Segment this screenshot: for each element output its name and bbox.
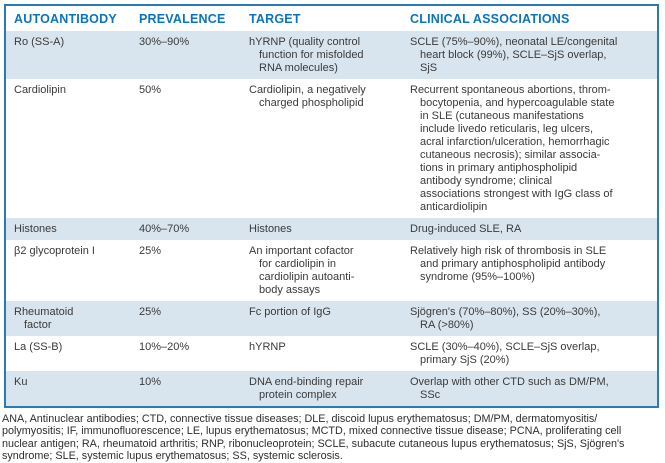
cell-autoantibody: Histones bbox=[14, 223, 57, 235]
cell-autoantibody: Ku bbox=[14, 376, 28, 388]
cell-clinical-associations: Drug-induced SLE, RA bbox=[410, 223, 522, 235]
table-row-la-ss-b: La (SS-B) 10%–20% hYRNP SCLE (30%–40%), … bbox=[6, 336, 657, 371]
cell-target: An important cofactor for cardiolipin in… bbox=[249, 245, 355, 296]
cell-clinical-associations: SCLE (75%–90%), neonatal LE/congenital h… bbox=[410, 36, 618, 74]
cell-autoantibody: Cardiolipin bbox=[14, 84, 66, 96]
cell-autoantibody: Rheumatoid factor bbox=[14, 306, 74, 331]
cell-prevalence: 50% bbox=[139, 84, 162, 96]
cell-clinical-associations: Sjögren's (70%–80%), SS (20%–30%), RA (>… bbox=[410, 306, 601, 331]
cell-clinical-associations: Relatively high risk of thrombosis in SL… bbox=[410, 245, 607, 283]
cell-prevalence: 10%–20% bbox=[139, 341, 190, 353]
cell-autoantibody: La (SS-B) bbox=[14, 341, 63, 353]
cell-prevalence: 10% bbox=[139, 376, 162, 388]
cell-target: hYRNP bbox=[249, 341, 286, 353]
cell-prevalence: 30%–90% bbox=[139, 36, 190, 48]
cell-target: Cardiolipin, a negatively charged phosph… bbox=[249, 84, 366, 109]
table-row-ku: Ku 10% DNA end-binding repair protein co… bbox=[6, 371, 657, 406]
table-row-cardiolipin: Cardiolipin 50% Cardiolipin, a negativel… bbox=[6, 79, 657, 218]
cell-target: hYRNP (quality control function for misf… bbox=[249, 36, 364, 74]
table-row-histones: Histones 40%–70% Histones Drug-induced S… bbox=[6, 218, 657, 240]
cell-prevalence: 40%–70% bbox=[139, 223, 190, 235]
header-cell-target: TARGET bbox=[249, 12, 301, 26]
cell-prevalence: 25% bbox=[139, 306, 162, 318]
table-row-rheumatoid-factor: Rheumatoid factor 25% Fc portion of IgG … bbox=[6, 301, 657, 336]
cell-clinical-associations: Overlap with other CTD such as DM/PM, SS… bbox=[410, 376, 609, 401]
cell-clinical-associations: SCLE (30%–40%), SCLE–SjS overlap, primar… bbox=[410, 341, 600, 366]
header-cell-autoantibody: AUTOANTIBODY bbox=[14, 12, 117, 26]
cell-prevalence: 25% bbox=[139, 245, 162, 257]
header-cell-prevalence: PREVALENCE bbox=[139, 12, 226, 26]
cell-autoantibody: β2 glycoprotein I bbox=[14, 245, 95, 257]
cell-target: DNA end-binding repair protein complex bbox=[249, 376, 364, 401]
table-header-row: AUTOANTIBODY PREVALENCE TARGET CLINICAL … bbox=[6, 6, 657, 31]
table-row-ro-ss-a: Ro (SS-A) 30%–90% hYRNP (quality control… bbox=[6, 31, 657, 79]
cell-target: Histones bbox=[249, 223, 292, 235]
cell-clinical-associations: Recurrent spontaneous abortions, throm- … bbox=[410, 84, 615, 213]
table-row-b2-glycoprotein: β2 glycoprotein I 25% An important cofac… bbox=[6, 240, 657, 301]
cell-autoantibody: Ro (SS-A) bbox=[14, 36, 65, 48]
header-cell-clinical-associations: CLINICAL ASSOCIATIONS bbox=[410, 12, 570, 26]
cell-target: Fc portion of IgG bbox=[249, 306, 331, 318]
autoantibody-table: AUTOANTIBODY PREVALENCE TARGET CLINICAL … bbox=[4, 4, 659, 408]
abbreviations-footnote: ANA, Antinuclear antibodies; CTD, connec… bbox=[2, 413, 625, 463]
